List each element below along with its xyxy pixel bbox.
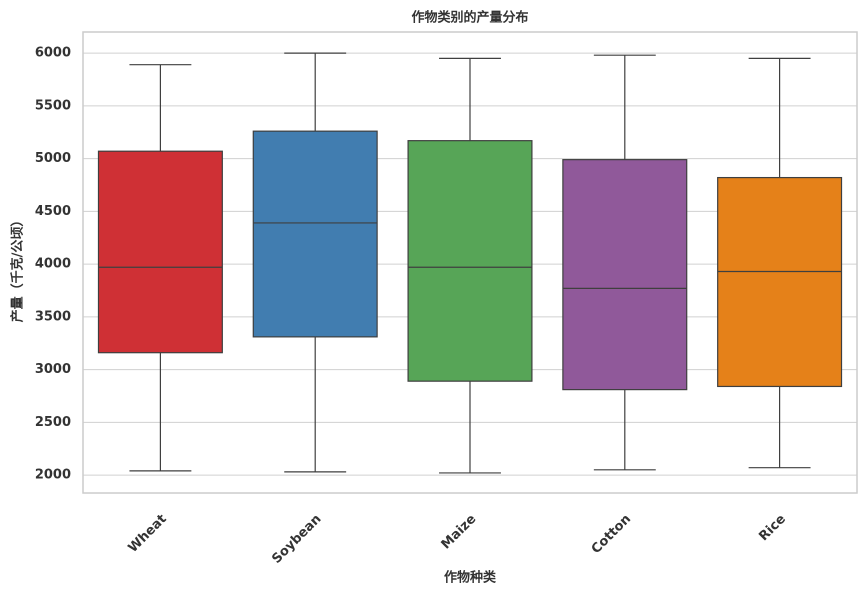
x-axis-title: 作物种类: [444, 570, 497, 586]
y-tick-label: 3500: [35, 309, 71, 324]
y-axis-title: 产量（千克/公顷）: [10, 214, 26, 323]
box: [97, 150, 223, 354]
box: [562, 159, 688, 391]
y-tick-label: 6000: [35, 46, 71, 61]
y-tick-label: 2500: [35, 415, 71, 430]
box: [407, 140, 533, 382]
plot-frame: [82, 31, 858, 494]
x-tick-label: Rice: [756, 512, 789, 545]
chart-title: 作物类别的产量分布: [411, 10, 528, 26]
y-tick-label: 3000: [35, 362, 71, 377]
y-tick-label: 2000: [35, 468, 71, 483]
box: [717, 176, 843, 388]
x-tick-label: Maize: [439, 512, 480, 553]
box: [252, 130, 378, 338]
x-tick-label: Soybean: [269, 512, 324, 567]
y-tick-label: 4000: [35, 257, 71, 272]
y-tick-label: 4500: [35, 204, 71, 219]
y-tick-label: 5000: [35, 151, 71, 166]
x-tick-label: Wheat: [126, 512, 170, 556]
y-tick-label: 5500: [35, 98, 71, 113]
x-tick-label: Cotton: [589, 512, 634, 557]
